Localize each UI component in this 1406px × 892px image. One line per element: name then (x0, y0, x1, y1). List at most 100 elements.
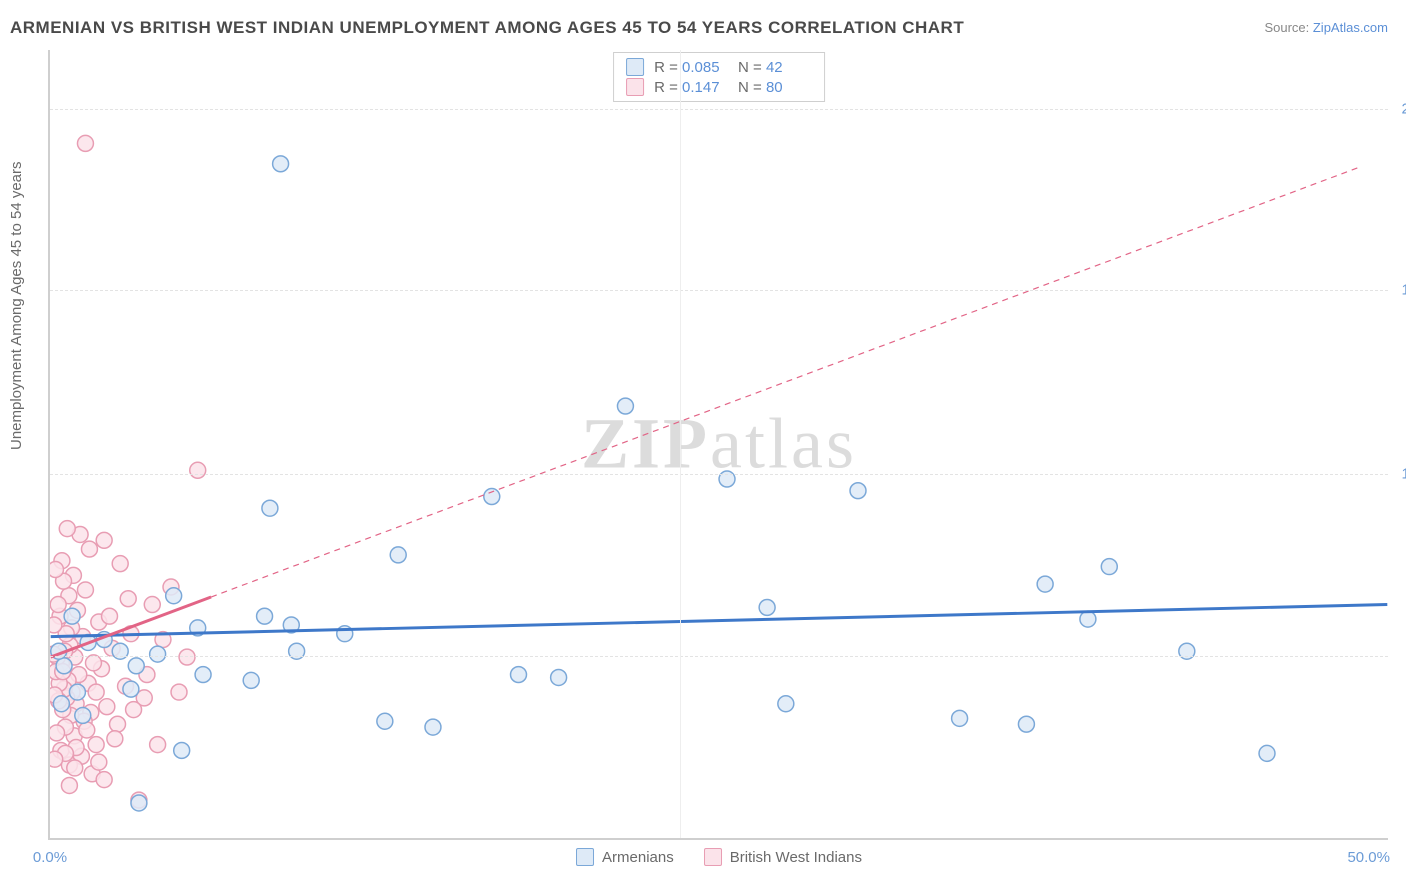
legend-swatch-1 (704, 848, 722, 866)
scatter-point (102, 608, 118, 624)
plot-area: ZIPatlas R = 0.085 N = 42 R = 0.147 N = … (48, 50, 1388, 840)
scatter-point (72, 526, 88, 542)
stats-row-0: R = 0.085 N = 42 (626, 57, 812, 77)
scatter-point (425, 719, 441, 735)
scatter-point (61, 588, 77, 604)
scatter-point (112, 556, 128, 572)
scatter-point (118, 678, 134, 694)
scatter-point (952, 710, 968, 726)
scatter-point (390, 547, 406, 563)
scatter-point (88, 737, 104, 753)
scatter-point (190, 462, 206, 478)
scatter-point (166, 588, 182, 604)
scatter-point (273, 156, 289, 172)
scatter-point (53, 742, 69, 758)
scatter-point (107, 731, 123, 747)
scatter-point (50, 687, 63, 703)
scatter-point (155, 632, 171, 648)
scatter-point (136, 690, 152, 706)
scatter-point (81, 541, 97, 557)
scatter-point (68, 696, 84, 712)
scatter-point (64, 684, 80, 700)
scatter-point (262, 500, 278, 516)
scatter-point (778, 696, 794, 712)
gridline-v (680, 50, 681, 838)
source-link[interactable]: ZipAtlas.com (1313, 20, 1388, 35)
scatter-point (104, 640, 120, 656)
scatter-point (61, 777, 77, 793)
scatter-point (62, 637, 78, 653)
scatter-point (84, 766, 100, 782)
scatter-point (123, 626, 139, 642)
trend-line (51, 605, 1388, 637)
scatter-point (91, 614, 107, 630)
watermark: ZIPatlas (581, 403, 857, 486)
scatter-point (1259, 745, 1275, 761)
scatter-point (69, 602, 85, 618)
trend-line (51, 597, 211, 657)
scatter-point (52, 608, 68, 624)
scatter-point (195, 667, 211, 683)
scatter-point (150, 737, 166, 753)
scatter-point (144, 597, 160, 613)
scatter-point (171, 684, 187, 700)
scatter-point (179, 649, 195, 665)
scatter-point (131, 792, 147, 808)
y-axis-label: Unemployment Among Ages 45 to 54 years (8, 161, 25, 450)
scatter-point (61, 757, 77, 773)
scatter-point (110, 716, 126, 732)
scatter-point (50, 646, 61, 662)
scatter-point (77, 135, 93, 151)
scatter-point (112, 643, 128, 659)
stats-swatch-0 (626, 58, 644, 76)
scatter-point (1037, 576, 1053, 592)
scatter-point (79, 722, 95, 738)
scatter-point (56, 681, 72, 697)
scatter-point (377, 713, 393, 729)
scatter-point (289, 643, 305, 659)
scatter-point (99, 699, 115, 715)
scatter-point (850, 483, 866, 499)
scatter-point (76, 713, 92, 729)
gridline-h (50, 109, 1388, 110)
scatter-point (66, 728, 82, 744)
r-label-1: R = (654, 79, 682, 96)
scatter-point (53, 655, 69, 671)
gridline-h (50, 656, 1388, 657)
stats-swatch-1 (626, 78, 644, 96)
scatter-point (1179, 643, 1195, 659)
scatter-point (123, 681, 139, 697)
scatter-point (55, 664, 71, 680)
scatter-point (88, 684, 104, 700)
stats-box: R = 0.085 N = 42 R = 0.147 N = 80 (613, 52, 825, 102)
gridline-h (50, 290, 1388, 291)
legend-item-0: Armenians (576, 848, 674, 866)
scatter-point (283, 617, 299, 633)
scatter-point (54, 553, 70, 569)
scatter-point (65, 567, 81, 583)
scatter-point (56, 658, 72, 674)
scatter-point (617, 398, 633, 414)
scatter-point (50, 649, 65, 665)
stats-row-1: R = 0.147 N = 80 (626, 77, 812, 97)
chart-title: ARMENIAN VS BRITISH WEST INDIAN UNEMPLOY… (10, 18, 964, 38)
scatter-point (337, 626, 353, 642)
scatter-point (83, 705, 99, 721)
scatter-point (64, 608, 80, 624)
scatter-point (51, 643, 67, 659)
scatter-point (96, 632, 112, 648)
source-prefix: Source: (1264, 20, 1312, 35)
scatter-point (77, 582, 93, 598)
legend-label-0: Armenians (602, 849, 674, 866)
scatter-point (56, 573, 72, 589)
legend-item-1: British West Indians (704, 848, 862, 866)
scatter-point (50, 664, 64, 680)
r-value-1: 0.147 (682, 79, 728, 96)
scatter-point (257, 608, 273, 624)
scatter-point (55, 702, 71, 718)
legend-label-1: British West Indians (730, 849, 862, 866)
scatter-point (128, 658, 144, 674)
scatter-point (80, 634, 96, 650)
r-value-0: 0.085 (682, 59, 728, 76)
scatter-point (120, 591, 136, 607)
